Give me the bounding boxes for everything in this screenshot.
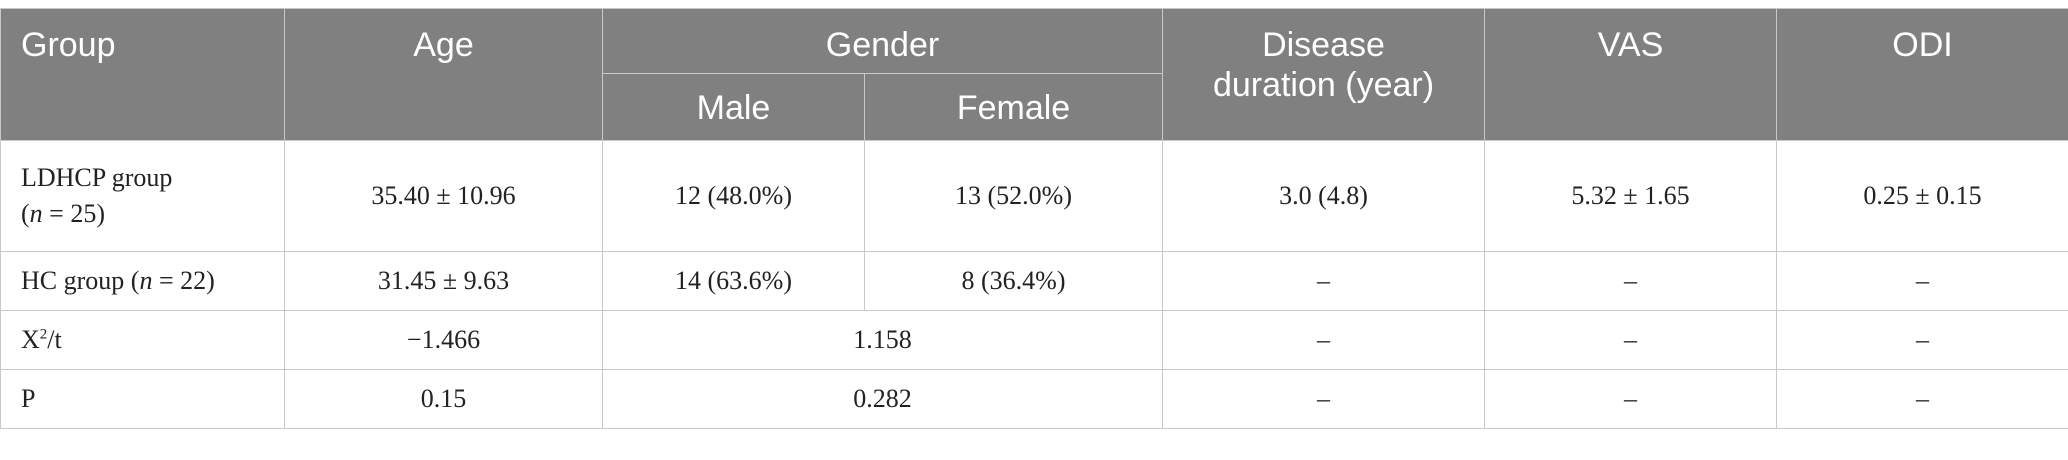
cell-age-hc: 31.45 ± 9.63 bbox=[284, 251, 603, 311]
cell-duration-p: – bbox=[1162, 369, 1485, 429]
table-body: LDHCP group (n = 25) 35.40 ± 10.96 12 (4… bbox=[0, 140, 2068, 429]
cell-odi-p: – bbox=[1776, 369, 2068, 429]
cell-group-ldhcp: LDHCP group (n = 25) bbox=[0, 140, 285, 252]
ldhcp-group-n: (n = 25) bbox=[21, 199, 264, 229]
cell-gender-stat: 1.158 bbox=[602, 310, 1163, 370]
header-row-2: Male Female bbox=[1, 73, 2068, 141]
stat-label-sup: 2 bbox=[39, 326, 48, 343]
header-group: Group bbox=[0, 8, 285, 141]
table-row-stat: X2/t −1.466 1.158 – – – bbox=[0, 310, 2068, 370]
cell-gender-p: 0.282 bbox=[602, 369, 1163, 429]
header-male: Male bbox=[602, 73, 865, 141]
table-row-hc: HC group (n = 22) 31.45 ± 9.63 14 (63.6%… bbox=[0, 251, 2068, 311]
stat-label-rest: /t bbox=[47, 325, 62, 354]
ldhcp-n-rest: = 25) bbox=[42, 199, 105, 228]
header-disease-duration: Disease duration (year) bbox=[1162, 8, 1485, 141]
stat-label-base: X bbox=[21, 325, 40, 354]
cell-odi-stat: – bbox=[1776, 310, 2068, 370]
cell-female-ldhcp: 13 (52.0%) bbox=[864, 140, 1163, 252]
cell-age-ldhcp: 35.40 ± 10.96 bbox=[284, 140, 603, 252]
demographics-table: Group Age Gender Disease duration (year)… bbox=[0, 8, 2068, 429]
hc-n-rest: = 22) bbox=[152, 266, 215, 295]
cell-duration-hc: – bbox=[1162, 251, 1485, 311]
cell-label-p: P bbox=[0, 369, 285, 429]
header-odi: ODI bbox=[1776, 8, 2068, 141]
header-gender: Gender bbox=[602, 8, 1163, 74]
cell-group-hc: HC group (n = 22) bbox=[0, 251, 285, 311]
cell-vas-hc: – bbox=[1484, 251, 1777, 311]
cell-age-stat: −1.466 bbox=[284, 310, 603, 370]
header-female: Female bbox=[864, 73, 1163, 141]
cell-vas-ldhcp: 5.32 ± 1.65 bbox=[1484, 140, 1777, 252]
table-container: Group Age Gender Disease duration (year)… bbox=[0, 8, 2068, 429]
ldhcp-n-var: n bbox=[29, 199, 43, 228]
header-age: Age bbox=[284, 8, 603, 141]
header-disease-duration-line1: Disease bbox=[1262, 26, 1385, 64]
hc-n-var: n bbox=[139, 266, 153, 295]
table-row-p: P 0.15 0.282 – – – bbox=[0, 369, 2068, 429]
header-vas: VAS bbox=[1484, 8, 1777, 141]
cell-odi-hc: – bbox=[1776, 251, 2068, 311]
cell-vas-stat: – bbox=[1484, 310, 1777, 370]
ldhcp-n-open: ( bbox=[21, 199, 30, 228]
cell-odi-ldhcp: 0.25 ± 0.15 bbox=[1776, 140, 2068, 252]
cell-male-hc: 14 (63.6%) bbox=[602, 251, 865, 311]
header-disease-duration-line2: duration (year) bbox=[1212, 66, 1435, 104]
cell-female-hc: 8 (36.4%) bbox=[864, 251, 1163, 311]
cell-male-ldhcp: 12 (48.0%) bbox=[602, 140, 865, 252]
cell-age-p: 0.15 bbox=[284, 369, 603, 429]
cell-duration-stat: – bbox=[1162, 310, 1485, 370]
table-header: Group Age Gender Disease duration (year)… bbox=[0, 8, 2068, 141]
hc-group-text: HC group ( bbox=[21, 266, 140, 295]
cell-label-stat: X2/t bbox=[0, 310, 285, 370]
cell-duration-ldhcp: 3.0 (4.8) bbox=[1162, 140, 1485, 252]
table-row-ldhcp: LDHCP group (n = 25) 35.40 ± 10.96 12 (4… bbox=[0, 140, 2068, 252]
cell-vas-p: – bbox=[1484, 369, 1777, 429]
header-row-1: Group Age Gender Disease duration (year)… bbox=[0, 8, 2068, 141]
ldhcp-group-text: LDHCP group bbox=[21, 163, 173, 192]
